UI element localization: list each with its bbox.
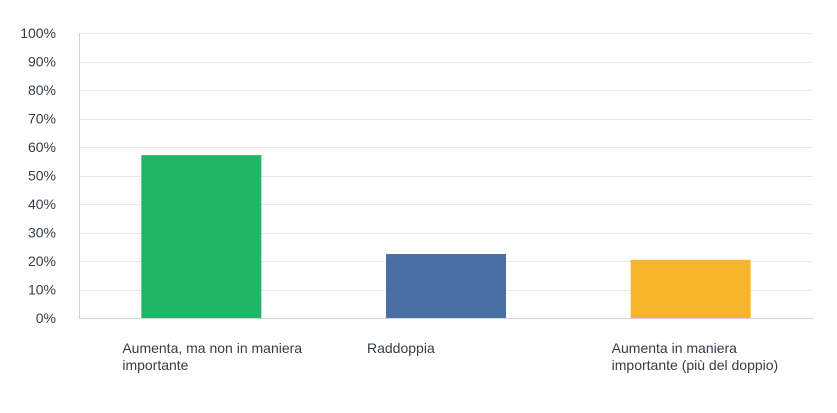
y-tick-label: 70% — [28, 111, 56, 127]
y-axis-ticks: 0% 10% 20% 30% 40% 50% 60% 70% 80% 90% 100% — [20, 25, 56, 326]
y-tick-label: 10% — [28, 282, 56, 298]
x-category-label: Aumenta in maniera importante (più del d… — [611, 340, 779, 373]
y-tick-label: 40% — [28, 196, 56, 212]
y-tick-label: 60% — [28, 139, 56, 155]
y-tick-label: 0% — [36, 310, 56, 326]
bar — [630, 259, 751, 318]
y-tick-label: 30% — [28, 225, 56, 241]
bar — [386, 254, 506, 318]
y-tick-label: 50% — [28, 168, 56, 184]
y-tick-label: 80% — [28, 82, 56, 98]
y-tick-label: 100% — [20, 25, 56, 41]
bars — [141, 155, 751, 318]
x-category-label: Aumenta, ma non in maniera importante — [122, 340, 303, 373]
x-category-label: Raddoppia — [367, 340, 435, 356]
y-tick-label: 20% — [28, 253, 56, 269]
bar — [141, 155, 262, 318]
y-tick-label: 90% — [28, 54, 56, 70]
